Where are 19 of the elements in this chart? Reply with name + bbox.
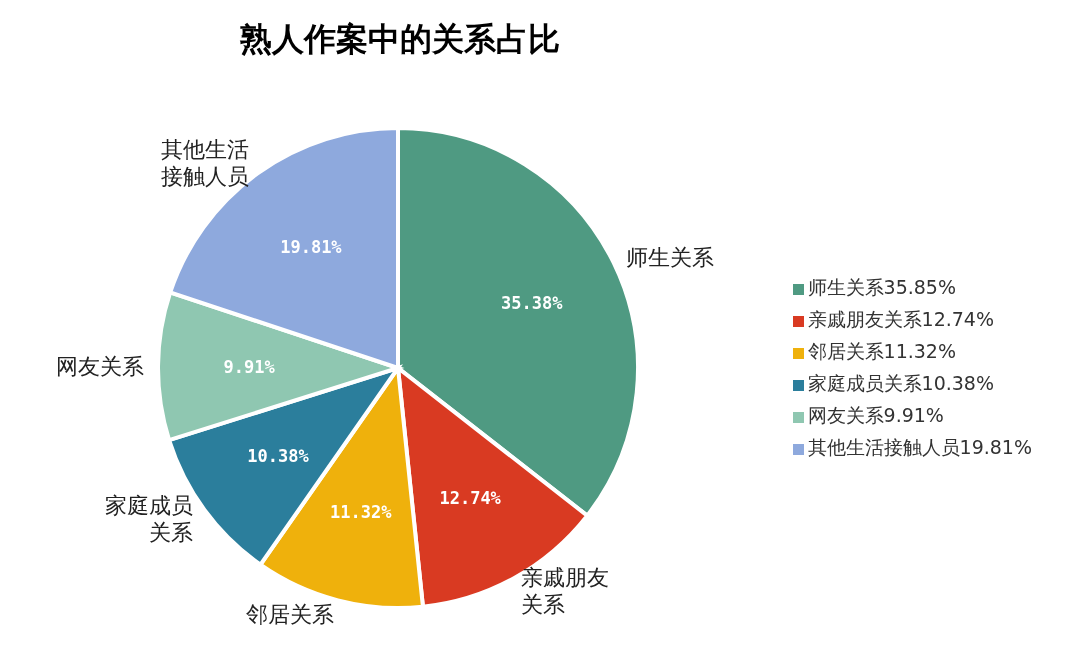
legend-label: 邻居关系11.32% bbox=[807, 340, 956, 362]
legend-label: 师生关系35.85% bbox=[807, 276, 956, 298]
text: 亲戚朋友关系 bbox=[521, 564, 610, 617]
data-label: 9.91% bbox=[223, 356, 276, 377]
legend-label: 其他生活接触人员19.81% bbox=[807, 436, 1032, 458]
text: 家庭成员关系 bbox=[105, 492, 194, 545]
chart-title: 熟人作案中的关系占比 bbox=[239, 19, 561, 60]
data-label: 10.38% bbox=[247, 446, 310, 466]
text: 邻居关系 bbox=[246, 601, 335, 627]
data-label: 11.32% bbox=[330, 502, 393, 523]
legend-label: 网友关系9.91% bbox=[807, 404, 944, 426]
data-label: 35.38% bbox=[501, 292, 564, 313]
text: 其他生活接触人员 bbox=[161, 136, 250, 189]
data-label: 19.81% bbox=[280, 237, 343, 258]
text: 师生关系 bbox=[626, 244, 715, 270]
legend-label: 家庭成员关系10.38% bbox=[807, 372, 994, 394]
data-label: 12.74% bbox=[439, 488, 502, 509]
text: 网友关系 bbox=[56, 353, 145, 379]
legend-label: 亲戚朋友关系12.74% bbox=[807, 308, 994, 330]
